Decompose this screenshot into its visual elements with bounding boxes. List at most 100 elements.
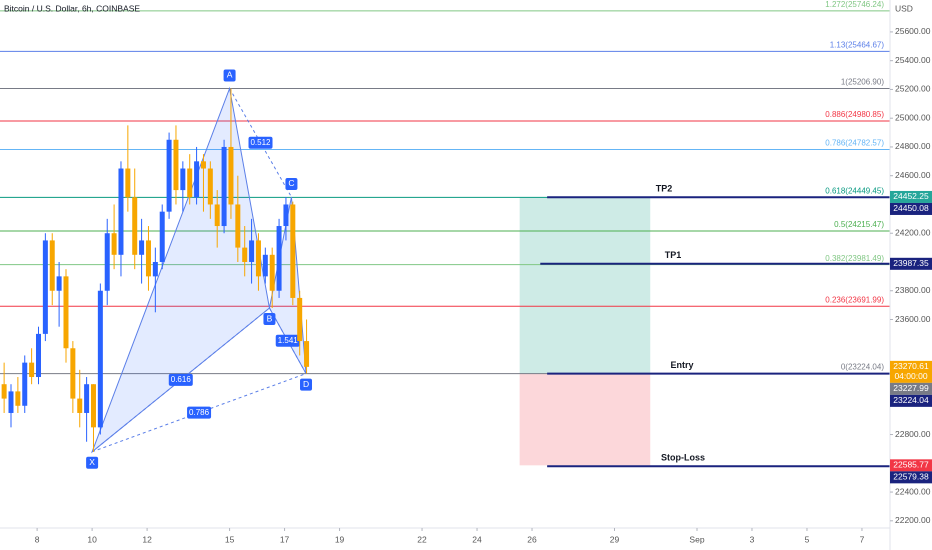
price-badge <box>890 471 932 484</box>
x-tick-label: 26 <box>527 534 537 544</box>
candle-body <box>97 290 103 428</box>
candle-body <box>15 391 21 406</box>
price-badge <box>890 459 932 472</box>
candle-body <box>132 197 138 255</box>
candle-body <box>8 391 14 413</box>
candle-body <box>63 276 69 349</box>
x-tick-label: 5 <box>805 534 810 544</box>
price-badge-label: 23270.61 <box>893 361 929 371</box>
profit-zone <box>519 197 651 374</box>
candle-body <box>22 362 28 406</box>
ratio-label: 0.512 <box>250 138 271 147</box>
price-badge-label: 23224.04 <box>893 395 929 405</box>
y-tick-label: 22200.00 <box>895 515 931 525</box>
candle-body <box>297 297 303 342</box>
candle-body <box>249 240 255 262</box>
price-badge-label: 22585.77 <box>893 460 929 470</box>
y-tick-label: 22400.00 <box>895 486 931 496</box>
point-label: D <box>303 379 309 389</box>
x-tick-label: 8 <box>35 534 40 544</box>
candle-body <box>139 240 145 255</box>
trade-label: Entry <box>670 360 693 370</box>
ratio-badge <box>187 406 212 419</box>
price-badge-label: 24450.08 <box>893 203 929 213</box>
candle-body <box>242 247 248 262</box>
candle-body <box>180 168 186 191</box>
countdown-label: 04:00:00 <box>894 371 927 381</box>
y-tick-label: 25200.00 <box>895 84 931 94</box>
candle-body <box>228 146 234 205</box>
candle-body <box>29 362 35 378</box>
x-tick-label: 29 <box>610 534 620 544</box>
trade-layer: TP2 TP1 Entry Stop-Loss <box>540 184 890 468</box>
candle-body <box>269 254 275 291</box>
x-tick-label: 7 <box>860 534 865 544</box>
x-tick-label: 12 <box>142 534 152 544</box>
candle-body <box>166 139 172 212</box>
ratio-badge <box>168 373 193 386</box>
candle-layer <box>1 88 310 452</box>
trade-label: Stop-Loss <box>661 453 705 463</box>
y-tick-label: 23800.00 <box>895 285 931 295</box>
x-tick-label: 3 <box>750 534 755 544</box>
candle-body <box>207 168 213 205</box>
candle-body <box>221 146 227 227</box>
fib-label: 0.886(24980.85) <box>825 110 884 119</box>
fib-label: 0.786(24782.57) <box>825 139 884 148</box>
ratio-badge <box>248 136 273 149</box>
trade-label: TP2 <box>656 184 673 194</box>
y-tick-label: 22800.00 <box>895 429 931 439</box>
fib-label: 0(23224.04) <box>841 363 884 372</box>
candle-body <box>194 161 200 198</box>
candle-body <box>104 233 110 291</box>
y-tick-label: 25600.00 <box>895 26 931 36</box>
axis-unit: USD <box>895 3 913 13</box>
x-tick-label: 17 <box>280 534 290 544</box>
candle-body <box>49 240 55 291</box>
candle-body <box>77 398 83 413</box>
candle-body <box>187 168 193 198</box>
price-badge-label: 22579.38 <box>893 472 929 482</box>
candle-body <box>200 161 206 169</box>
trade-label: TP1 <box>665 250 682 260</box>
candle-body <box>276 226 282 291</box>
ratio-label: 0.786 <box>189 408 210 417</box>
price-badge <box>890 360 932 383</box>
candle-body <box>255 240 261 277</box>
price-badge <box>890 190 932 203</box>
price-badge <box>890 394 932 407</box>
chart-title: Bitcoin / U.S. Dollar, 6h, COINBASE <box>4 3 140 13</box>
point-badge <box>86 456 99 469</box>
price-badge-label: 24452.25 <box>893 191 929 201</box>
ratio-badge <box>275 334 300 347</box>
y-tick-label: 23600.00 <box>895 314 931 324</box>
fib-label: 0.236(23691.99) <box>825 295 884 304</box>
price-badge <box>890 257 932 270</box>
ratio-label: 0.616 <box>171 375 192 384</box>
ratio-label: 1.541 <box>278 336 299 345</box>
candle-body <box>152 261 158 277</box>
candle-body <box>70 348 76 399</box>
point-badge <box>263 313 276 325</box>
x-tick-label: 24 <box>472 534 482 544</box>
candle-body <box>173 139 179 191</box>
candle-body <box>125 168 131 198</box>
candle-body <box>1 384 7 399</box>
candle-body <box>290 204 296 298</box>
y-tick-label: 24800.00 <box>895 141 931 151</box>
candle-body <box>118 168 124 255</box>
point-label: A <box>227 70 233 80</box>
candle-body <box>145 240 151 277</box>
y-tick-label: 24600.00 <box>895 170 931 180</box>
y-tick-label: 24200.00 <box>895 227 931 237</box>
point-label: C <box>288 178 294 188</box>
candle-body <box>283 204 289 227</box>
fib-label: 1.13(25464.67) <box>830 40 885 49</box>
y-tick-label: 25000.00 <box>895 112 931 122</box>
price-badge <box>890 382 932 395</box>
point-badge <box>223 69 236 82</box>
price-badge <box>890 202 932 215</box>
x-tick-label: 15 <box>225 534 235 544</box>
